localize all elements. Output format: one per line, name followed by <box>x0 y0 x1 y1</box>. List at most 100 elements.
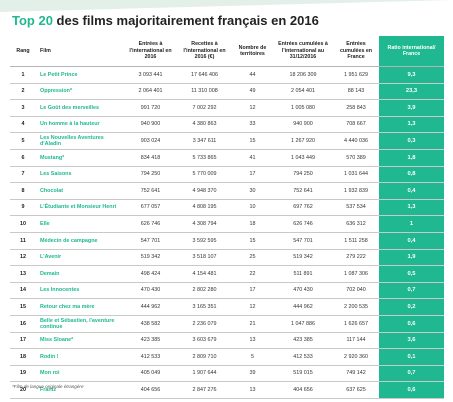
cell-france: 2 920 360 <box>333 348 379 366</box>
cell-entrees: 677 057 <box>124 199 177 217</box>
cell-territoires: 30 <box>232 182 273 200</box>
cell-rank: 18 <box>10 348 36 366</box>
cell-cumulees: 697 762 <box>273 199 333 217</box>
cell-recettes: 7 002 292 <box>177 99 232 117</box>
cell-rank: 2 <box>10 83 36 101</box>
cell-ratio: 1 <box>379 215 444 233</box>
cell-ratio: 3,6 <box>379 332 444 350</box>
cell-territoires: 39 <box>232 365 273 383</box>
table-row: 15 Retour chez ma mère 444 962 3 165 351 12 4… <box>10 298 444 316</box>
cell-ratio: 0,8 <box>379 166 444 184</box>
cell-ratio: 0,4 <box>379 232 444 250</box>
cell-film: Médecin de campagne <box>36 232 124 250</box>
header-recettes: Recettes à l'international en 2016 (€) <box>177 36 232 67</box>
table-row: 9 L'Étudiante et Monsieur Henri 677 057 4 8… <box>10 199 444 217</box>
cell-cumulees: 940 900 <box>273 116 333 134</box>
cell-film: Rodin ! <box>36 348 124 366</box>
cell-recettes: 1 907 644 <box>177 365 232 383</box>
cell-ratio: 23,3 <box>379 83 444 101</box>
header-cumulees: Entrées cumulées à l'international au 31… <box>273 36 333 67</box>
cell-entrees: 404 656 <box>124 381 177 399</box>
cell-recettes: 3 603 679 <box>177 332 232 350</box>
cell-territoires: 13 <box>232 381 273 399</box>
cell-cumulees: 470 430 <box>273 282 333 300</box>
cell-france: 537 534 <box>333 199 379 217</box>
cell-rank: 16 <box>10 315 36 333</box>
cell-rank: 9 <box>10 199 36 217</box>
title-rest: des films majoritairement français en 20… <box>52 13 319 28</box>
table-row: 7 Les Saisons 794 250 5 770 009 17 794 250 1 0… <box>10 166 444 184</box>
cell-recettes: 3 518 107 <box>177 249 232 267</box>
cell-ratio: 1,9 <box>379 249 444 267</box>
cell-recettes: 4 948 370 <box>177 182 232 200</box>
cell-film: Le Petit Prince <box>36 66 124 84</box>
cell-territoires: 21 <box>232 315 273 333</box>
cell-entrees: 834 418 <box>124 149 177 167</box>
cell-territoires: 22 <box>232 265 273 283</box>
cell-film: Elle <box>36 215 124 233</box>
cell-territoires: 12 <box>232 298 273 316</box>
table-row: 19 Mon roi 405 049 1 907 644 39 519 015 749 14… <box>10 365 444 383</box>
cell-recettes: 4 308 794 <box>177 215 232 233</box>
header-territoires: Nombre de territoires <box>232 36 273 67</box>
cell-cumulees: 1 267 920 <box>273 132 333 150</box>
cell-film: Mon roi <box>36 365 124 383</box>
cell-rank: 17 <box>10 332 36 350</box>
cell-cumulees: 547 701 <box>273 232 333 250</box>
table-row: 20 Frantz 404 656 2 847 276 13 404 656 637 625… <box>10 381 444 399</box>
cell-territoires: 41 <box>232 149 273 167</box>
cell-france: 708 667 <box>333 116 379 134</box>
cell-france: 637 625 <box>333 381 379 399</box>
cell-recettes: 5 770 009 <box>177 166 232 184</box>
cell-france: 117 144 <box>333 332 379 350</box>
header-film: Film <box>36 36 124 67</box>
table-row: 5 Les Nouvelles Aventures d'Aladin 903 024… <box>10 132 444 150</box>
cell-ratio: 0,1 <box>379 348 444 366</box>
cell-recettes: 4 808 195 <box>177 199 232 217</box>
cell-france: 258 843 <box>333 99 379 117</box>
cell-territoires: 17 <box>232 166 273 184</box>
table-row: 8 Chocolat 752 641 4 948 370 30 752 641 1 932 … <box>10 182 444 200</box>
cell-territoires: 33 <box>232 116 273 134</box>
cell-film: L'Étudiante et Monsieur Henri <box>36 199 124 217</box>
cell-ratio: 1,3 <box>379 116 444 134</box>
cell-recettes: 2 847 276 <box>177 381 232 399</box>
cell-rank: 11 <box>10 232 36 250</box>
cell-recettes: 2 809 710 <box>177 348 232 366</box>
cell-ratio: 0,7 <box>379 365 444 383</box>
cell-ratio: 3,9 <box>379 99 444 117</box>
cell-cumulees: 1 047 886 <box>273 315 333 333</box>
cell-territoires: 44 <box>232 66 273 84</box>
cell-cumulees: 412 533 <box>273 348 333 366</box>
header-rang: Rang <box>10 36 36 67</box>
cell-rank: 7 <box>10 166 36 184</box>
films-table: Rang Film Entrées à l'international en 2… <box>10 36 444 399</box>
cell-cumulees: 18 206 309 <box>273 66 333 84</box>
cell-france: 88 143 <box>333 83 379 101</box>
table-row: 18 Rodin ! 412 533 2 809 710 5 412 533 2 920 3… <box>10 348 444 366</box>
table-row: 16 Belle et Sébastien, l'aventure continu… <box>10 315 444 333</box>
cell-ratio: 0,2 <box>379 298 444 316</box>
cell-rank: 1 <box>10 66 36 84</box>
cell-film: Les Innocentes <box>36 282 124 300</box>
title-accent: Top 20 <box>12 13 53 28</box>
cell-recettes: 2 802 280 <box>177 282 232 300</box>
cell-film: Les Nouvelles Aventures d'Aladin <box>36 132 124 150</box>
cell-entrees: 412 533 <box>124 348 177 366</box>
table-row: 12 L'Avenir 519 342 3 518 107 25 519 342 279 2… <box>10 249 444 267</box>
cell-territoires: 12 <box>232 99 273 117</box>
cell-film: Oppression* <box>36 83 124 101</box>
cell-rank: 14 <box>10 282 36 300</box>
cell-france: 1 626 657 <box>333 315 379 333</box>
cell-france: 279 222 <box>333 249 379 267</box>
cell-entrees: 470 430 <box>124 282 177 300</box>
footnote: *Film de langue originale étrangère <box>12 384 84 389</box>
cell-recettes: 4 380 863 <box>177 116 232 134</box>
cell-rank: 6 <box>10 149 36 167</box>
cell-cumulees: 404 656 <box>273 381 333 399</box>
table-row: 17 Miss Sloane* 423 385 3 603 679 13 423 385 1… <box>10 332 444 350</box>
cell-ratio: 0,4 <box>379 182 444 200</box>
cell-france: 1 932 839 <box>333 182 379 200</box>
cell-france: 570 389 <box>333 149 379 167</box>
cell-territoires: 25 <box>232 249 273 267</box>
